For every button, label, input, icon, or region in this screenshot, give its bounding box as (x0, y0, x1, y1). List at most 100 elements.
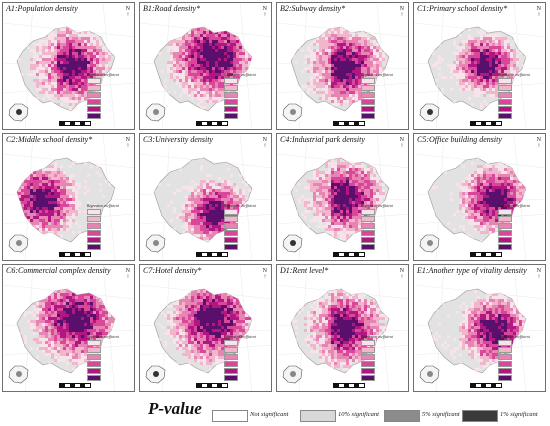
scale-bar (333, 121, 365, 126)
grid-cell (245, 183, 248, 186)
grid-cell (492, 183, 495, 186)
grid-cell (310, 88, 313, 91)
grid-cell (209, 88, 212, 91)
grid-cell (66, 192, 69, 195)
grid-cell (373, 73, 376, 76)
grid-cell (108, 52, 111, 55)
grid-cell (200, 204, 203, 207)
grid-cell (45, 317, 48, 320)
grid-cell (486, 61, 489, 64)
grid-cell (504, 183, 507, 186)
grid-cell (218, 231, 221, 234)
grid-cell (310, 207, 313, 210)
grid-cell (346, 94, 349, 97)
grid-cell (492, 207, 495, 210)
grid-cell (209, 27, 212, 28)
grid-cell (358, 55, 361, 58)
grid-cell (319, 49, 322, 52)
grid-cell (370, 52, 373, 55)
grid-cell (48, 186, 51, 189)
grid-cell (212, 234, 215, 237)
grid-cell (230, 52, 233, 55)
grid-cell (337, 168, 340, 171)
grid-cell (36, 85, 39, 88)
grid-cell (349, 207, 352, 210)
grid-cell (27, 177, 30, 180)
panel-title: C5:Office building density (417, 135, 502, 144)
grid-cell (200, 55, 203, 58)
grid-cell (343, 222, 346, 225)
legend-swatch (498, 85, 512, 91)
grid-cell (486, 201, 489, 204)
grid-cell (63, 43, 66, 46)
grid-cell (239, 201, 242, 204)
grid-cell (33, 210, 36, 213)
grid-cell (313, 174, 316, 177)
north-arrow-icon: N ↑ (400, 6, 404, 18)
grid-cell (57, 43, 60, 46)
grid-cell (215, 94, 218, 97)
grid-cell (188, 91, 191, 94)
grid-cell (188, 106, 191, 109)
grid-cell (492, 189, 495, 192)
grid-cell (17, 204, 18, 207)
grid-cell (480, 79, 483, 82)
grid-cell (99, 183, 102, 186)
grid-cell (388, 61, 389, 64)
grid-cell (477, 70, 480, 73)
grid-cell (48, 210, 51, 213)
grid-cell (154, 94, 155, 97)
grid-cell (66, 52, 69, 55)
grid-cell (224, 192, 227, 195)
grid-cell (108, 302, 111, 305)
grid-cell (42, 67, 45, 70)
grid-cell (519, 198, 522, 201)
grid-cell (367, 198, 370, 201)
grid-cell (343, 180, 346, 183)
grid-cell (355, 43, 358, 46)
grid-cell (27, 162, 30, 165)
grid-cell (245, 37, 248, 40)
grid-cell (352, 195, 355, 198)
grid-cell (358, 85, 361, 88)
grid-cell (361, 174, 364, 177)
grid-cell (176, 82, 179, 85)
grid-cell (215, 79, 218, 82)
grid-cell (170, 240, 173, 242)
grid-cell (361, 55, 364, 58)
grid-cell (206, 222, 209, 225)
grid-cell (528, 64, 531, 67)
grid-cell (194, 219, 197, 222)
grid-cell (224, 64, 227, 67)
grid-cell (30, 67, 33, 70)
grid-cell (30, 165, 33, 168)
grid-cell (63, 198, 66, 201)
grid-cell (239, 192, 242, 195)
grid-cell (504, 49, 507, 52)
grid-cell (48, 198, 51, 201)
grid-cell (331, 186, 334, 189)
grid-cell (325, 222, 328, 225)
grid-cell (66, 314, 69, 317)
grid-cell (361, 189, 364, 192)
grid-cell (84, 317, 87, 320)
grid-cell (90, 67, 93, 70)
grid-cell (334, 219, 337, 222)
grid-cell (209, 192, 212, 195)
grid-cell (90, 293, 93, 296)
grid-cell (33, 228, 36, 231)
grid-cell (349, 210, 352, 213)
grid-cell (459, 204, 462, 207)
grid-cell (51, 70, 54, 73)
grid-cell (194, 88, 197, 91)
grid-cell (459, 64, 462, 67)
grid-cell (462, 58, 465, 61)
grid-cell (331, 43, 334, 46)
grid-cell (179, 49, 182, 52)
grid-cell (471, 37, 474, 40)
grid-cell (63, 28, 66, 31)
legend-title: Regression coefficient (224, 204, 256, 208)
grid-cell (304, 61, 307, 64)
grid-cell (203, 225, 206, 228)
grid-cell (75, 91, 78, 94)
